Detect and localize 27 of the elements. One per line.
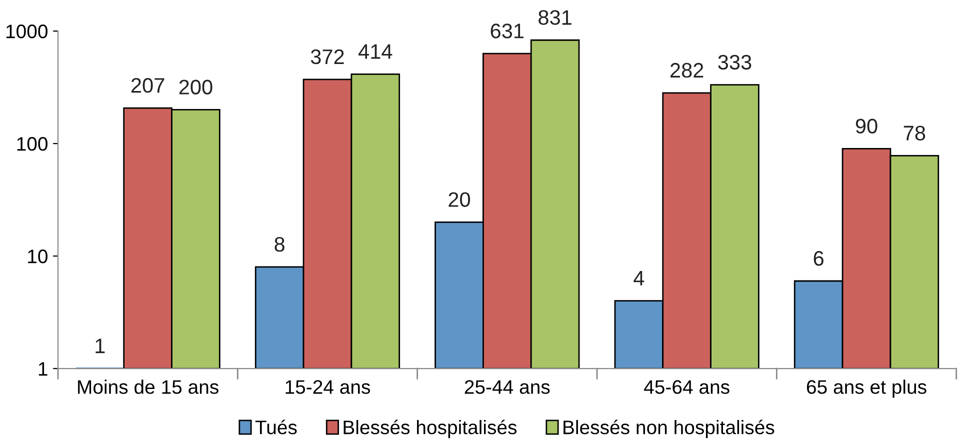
y-tick-label: 10 (28, 250, 48, 264)
data-label: 414 (358, 44, 392, 59)
data-label: 20 (448, 192, 470, 207)
x-tick-label: Moins de 15 ans (78, 380, 218, 394)
data-label: 333 (718, 54, 752, 70)
x-tick-label: 65 ans et plus (806, 380, 926, 398)
x-tick-label: 15-24 ans (286, 380, 370, 394)
data-label: 282 (670, 62, 704, 78)
data-label: 78 (904, 126, 926, 140)
legend-label: Blessés non hospitalisés (564, 420, 774, 438)
x-tick-label: 45-64 ans (644, 380, 730, 394)
y-tick-label: 100 (17, 137, 48, 151)
legend-label: Tués (255, 420, 297, 434)
y-tick-label: 1000 (6, 24, 48, 38)
data-label: 631 (490, 24, 524, 38)
y-tick-label: 1 (38, 362, 48, 376)
data-label: 90 (856, 118, 878, 134)
data-label: 4 (634, 271, 644, 286)
data-label: 1 (96, 338, 105, 354)
data-label: 372 (310, 49, 344, 64)
x-tick-label: 25-44 ans (464, 380, 550, 394)
data-label: 200 (179, 80, 212, 94)
data-label: 831 (538, 10, 572, 25)
data-label: 207 (131, 78, 164, 93)
data-label: 6 (814, 251, 824, 266)
legend-label: Blessés hospitalisés (344, 420, 517, 438)
data-label: 8 (274, 236, 284, 252)
